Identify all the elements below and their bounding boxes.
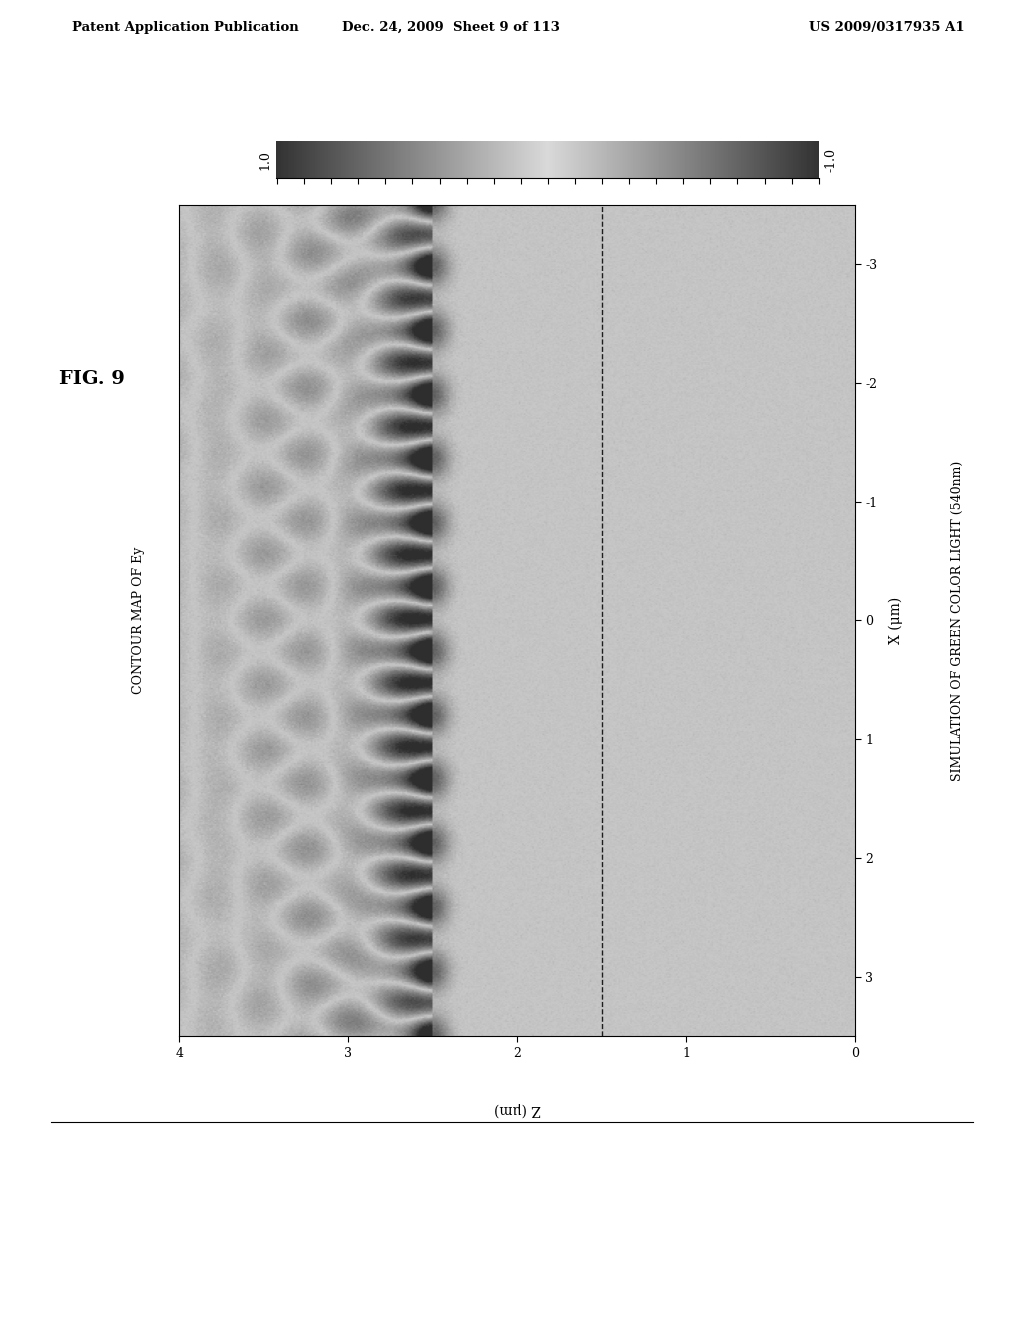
Text: X (μm): X (μm) [889, 597, 903, 644]
Text: Z (μm): Z (μm) [494, 1102, 541, 1115]
Text: 1.0: 1.0 [258, 149, 271, 170]
Text: CONTOUR MAP OF Ey: CONTOUR MAP OF Ey [132, 546, 144, 694]
Text: FIG. 9: FIG. 9 [59, 370, 125, 388]
Text: Patent Application Publication: Patent Application Publication [72, 21, 298, 34]
Text: Dec. 24, 2009  Sheet 9 of 113: Dec. 24, 2009 Sheet 9 of 113 [342, 21, 559, 34]
Text: -1.0: -1.0 [824, 148, 838, 172]
Text: US 2009/0317935 A1: US 2009/0317935 A1 [809, 21, 965, 34]
Text: SIMULATION OF GREEN COLOR LIGHT (540nm): SIMULATION OF GREEN COLOR LIGHT (540nm) [951, 461, 964, 780]
